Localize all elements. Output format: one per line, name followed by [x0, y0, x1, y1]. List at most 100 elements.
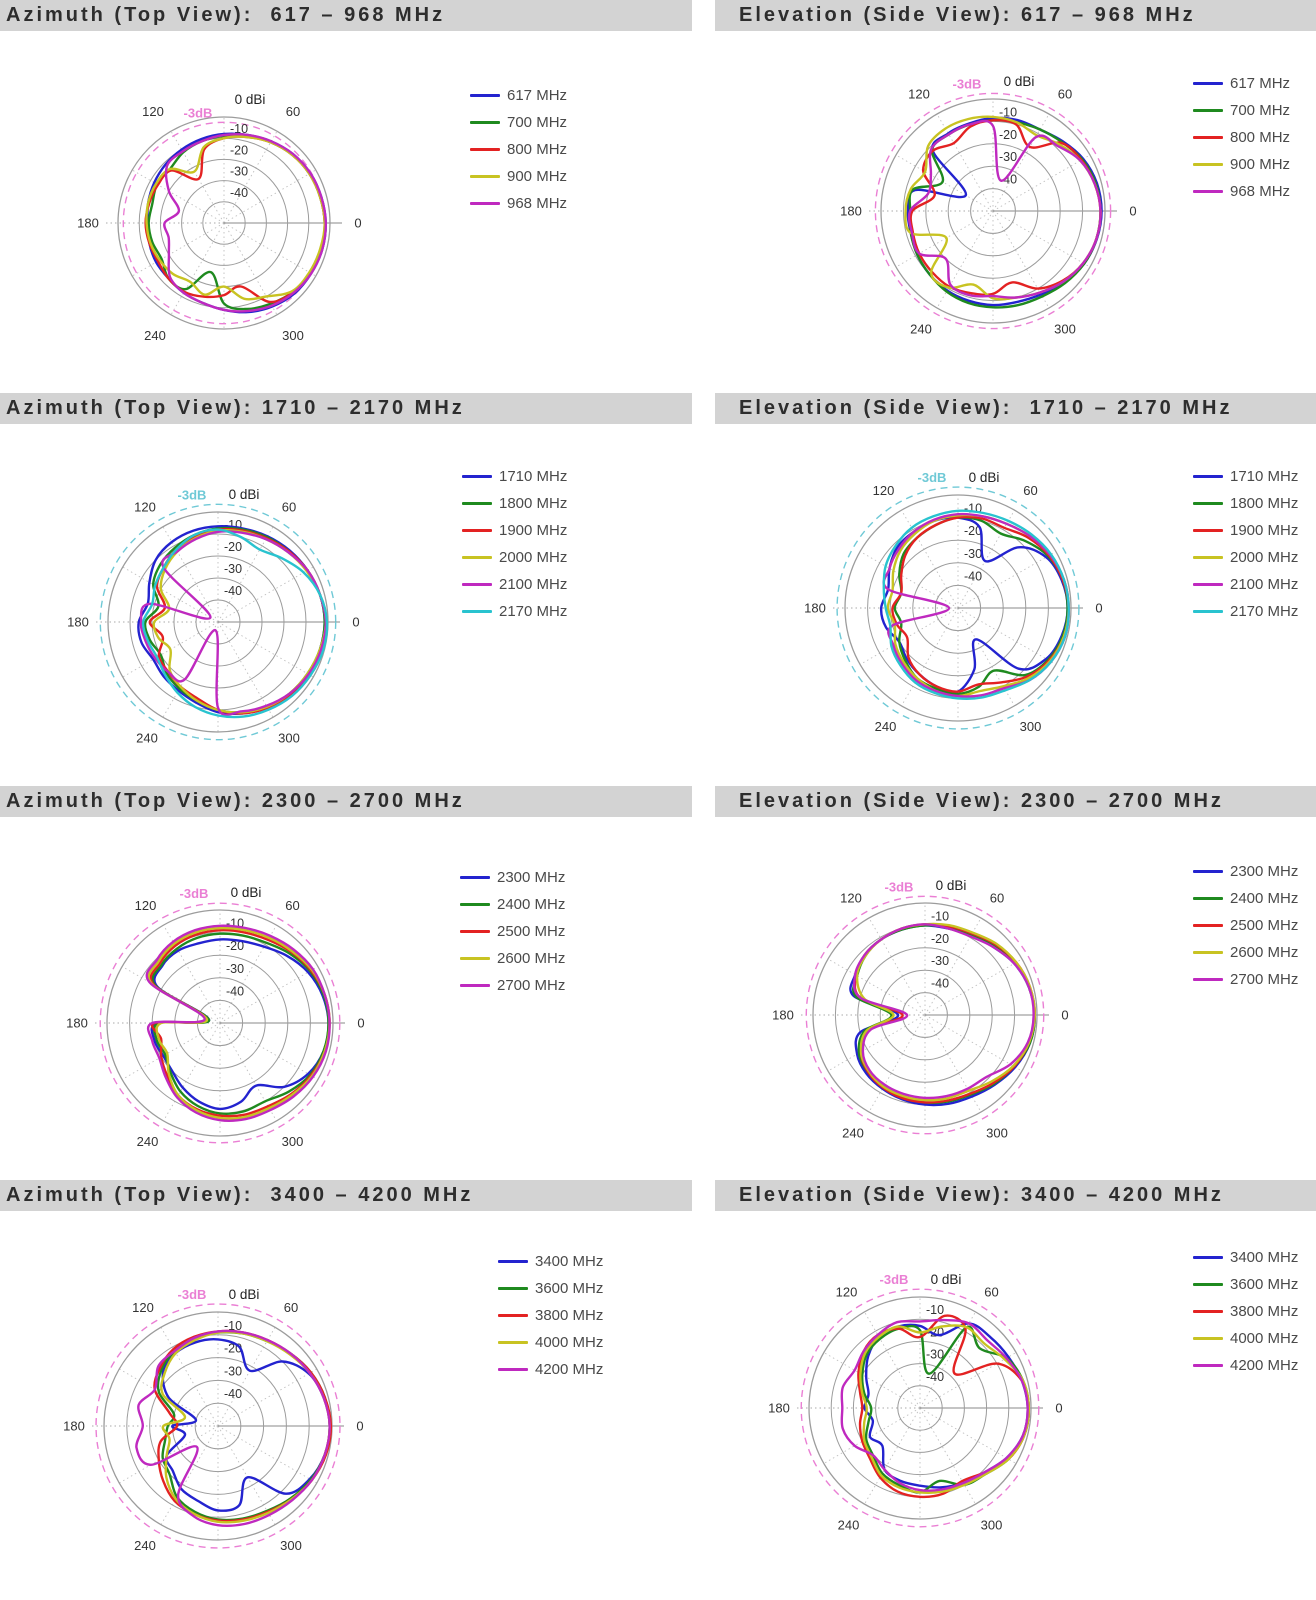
legend-item: 700 MHz: [1193, 101, 1291, 119]
legend-label: 4200 MHz: [1230, 1356, 1299, 1374]
grid-spoke: [121, 1022, 221, 1080]
angle-label-240: 240: [137, 1134, 159, 1149]
ref-circle-label: -3dB: [184, 105, 213, 120]
legend-label: 2700 MHz: [1230, 970, 1299, 988]
legend-label: 968 MHz: [507, 194, 568, 212]
legend-swatch: [460, 902, 490, 906]
grid-spoke: [219, 966, 319, 1024]
legend-label: 2500 MHz: [1230, 916, 1299, 934]
legend-swatch: [1193, 1363, 1223, 1367]
grid-spoke: [924, 958, 1023, 1016]
series-line-968-MHz: [163, 133, 328, 313]
grid-spoke: [992, 210, 1091, 268]
r-axis-tick: -20: [226, 939, 244, 953]
azimuth-title-3400-4200: Azimuth (Top View): 3400 – 4200 MHz: [0, 1180, 692, 1211]
legend-item: 2500 MHz: [460, 922, 566, 940]
legend-label: 1800 MHz: [1230, 494, 1299, 512]
legend-item: 2700 MHz: [460, 977, 565, 994]
azimuth-title-617-968: Azimuth (Top View): 617 – 968 MHz: [0, 0, 692, 31]
polar-grid: [869, 98, 1117, 324]
r-axis-tick: -30: [999, 150, 1017, 164]
grid-spoke: [957, 509, 1015, 609]
legend-item: 800 MHz: [1193, 129, 1290, 146]
ref-circle-3db: [95, 1303, 341, 1549]
legend-swatch: [460, 983, 490, 987]
series-line-2700-MHz: [145, 924, 331, 1122]
series-line-4000-MHz: [859, 1324, 1031, 1494]
polar-grid: [92, 1311, 344, 1541]
angle-label-0: 0: [352, 615, 359, 630]
r-axis-tick: -30: [926, 1348, 944, 1362]
angle-label-0: 0: [1095, 601, 1102, 616]
legend-label: 3800 MHz: [535, 1306, 604, 1324]
title-bars: Azimuth (Top View): 2300 – 2700 MHz Elev…: [0, 786, 1316, 817]
r-axis-tick: -40: [224, 1387, 242, 1401]
legend-swatch: [498, 1259, 528, 1263]
series-line-3400-MHz: [161, 1337, 331, 1512]
legend-item: 900 MHz: [1193, 156, 1290, 173]
grid-ring: [844, 494, 1072, 722]
angle-label-0: 0: [1061, 1008, 1068, 1023]
title-gap: [692, 393, 715, 424]
elevation-title-3400-4200: Elevation (Side View): 3400 – 4200 MHz: [715, 1180, 1316, 1211]
legend-label: 1900 MHz: [1230, 521, 1299, 539]
ref-circle-label: -3dB: [178, 1287, 207, 1302]
legend-item: 617 MHz: [470, 87, 567, 104]
legend-swatch: [470, 120, 500, 124]
legend-label: 700 MHz: [1230, 101, 1291, 119]
elevation-title-2300-2700: Elevation (Side View): 2300 – 2700 MHz: [715, 786, 1316, 817]
legend-item: 2170 MHz: [462, 603, 567, 620]
angle-label-60: 60: [285, 898, 299, 913]
r-axis-tick: -30: [224, 562, 242, 576]
legend-label: 2000 MHz: [499, 548, 568, 566]
legend-swatch: [470, 147, 500, 151]
legend-item: 1900 MHz: [1193, 521, 1299, 539]
angle-label-120: 120: [840, 891, 862, 906]
title-gap: [692, 1180, 715, 1211]
angle-label-240: 240: [875, 719, 897, 734]
azimuth-title-2300-2700: Azimuth (Top View): 2300 – 2700 MHz: [0, 786, 692, 817]
angle-label-180: 180: [772, 1008, 794, 1023]
angle-label-300: 300: [278, 731, 300, 746]
angle-label-240: 240: [134, 1538, 156, 1553]
grid-spoke: [936, 113, 994, 212]
legend-label: 4200 MHz: [535, 1360, 604, 1378]
angle-label-240: 240: [144, 328, 166, 343]
polar-grid: [833, 494, 1083, 722]
series-line-1710-MHz: [879, 516, 1069, 694]
ref-circle-label: -3dB: [953, 76, 982, 91]
legend-label: 2500 MHz: [497, 922, 566, 940]
grid-spoke: [823, 1352, 921, 1409]
chart-pair: 0 dBi -3dB -10 -20 -30 -40 0 60 120 180 240 300 2300…: [0, 817, 1316, 1180]
r-axis-tick: -20: [964, 524, 982, 538]
chart-pair: 0 dBi -3dB -10 -20 -30 -40 0 60 120 180 240 300 617 …: [0, 31, 1316, 393]
legend-label: 2400 MHz: [497, 895, 566, 913]
polar-chart-panel: 0 dBi -3dB -10 -20 -30 -40 0 60 120 180 240 300 1710…: [0, 424, 658, 786]
series-line-1900-MHz: [891, 515, 1070, 693]
legend-item: 2400 MHz: [1193, 890, 1298, 907]
r-axis-tick: -10: [926, 1303, 944, 1317]
angle-label-60: 60: [990, 891, 1004, 906]
grid-spoke: [924, 1014, 982, 1113]
grid-spoke: [868, 917, 926, 1016]
legend-swatch: [460, 956, 490, 960]
angle-label-300: 300: [986, 1125, 1008, 1140]
elevation-title-617-968: Elevation (Side View): 617 – 968 MHz: [715, 0, 1316, 31]
legend-item: 3400 MHz: [1193, 1249, 1298, 1266]
angle-label-120: 120: [135, 898, 157, 913]
grid-ring: [149, 1357, 287, 1495]
azimuth-title-1710-2170: Azimuth (Top View): 1710 – 2170 MHz: [0, 393, 692, 424]
legend-swatch: [462, 609, 492, 613]
legend-item: 3600 MHz: [498, 1280, 603, 1297]
legend-swatch: [1193, 1309, 1223, 1313]
legend-item: 1800 MHz: [1193, 494, 1299, 512]
polar-chart-panel: 0 dBi -3dB -10 -20 -30 -40 0 60 120 180 240 300 1710…: [658, 424, 1316, 786]
angle-label-180: 180: [67, 615, 89, 630]
grid-spoke: [122, 566, 219, 623]
title-gap: [692, 0, 715, 31]
legend-swatch: [1193, 609, 1223, 613]
